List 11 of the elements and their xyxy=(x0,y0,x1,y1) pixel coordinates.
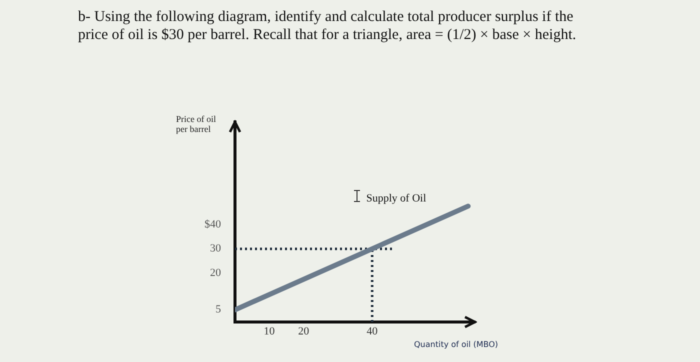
x-tick-label: 20 xyxy=(298,325,310,338)
y-tick-label: $40 xyxy=(204,218,222,230)
x-tick-label: 40 xyxy=(366,325,378,338)
series-label: Supply of Oil xyxy=(366,192,426,205)
y-tick-label: 30 xyxy=(210,242,222,255)
y-tick-label: 20 xyxy=(210,267,222,280)
y-tick-label: 5 xyxy=(216,304,222,316)
x-tick-label: 10 xyxy=(264,325,276,338)
y-axis-title: Price of oil per barrel xyxy=(176,114,217,134)
chart-title: b- Using the following diagram, identify and calculate total producer surplus if the price of oil is $30 per barrel. Recall that for a triangle, area = (1/2) × base × height. xyxy=(78,8,578,44)
x-axis-title: Quantity of oil (MBO) xyxy=(414,340,498,349)
